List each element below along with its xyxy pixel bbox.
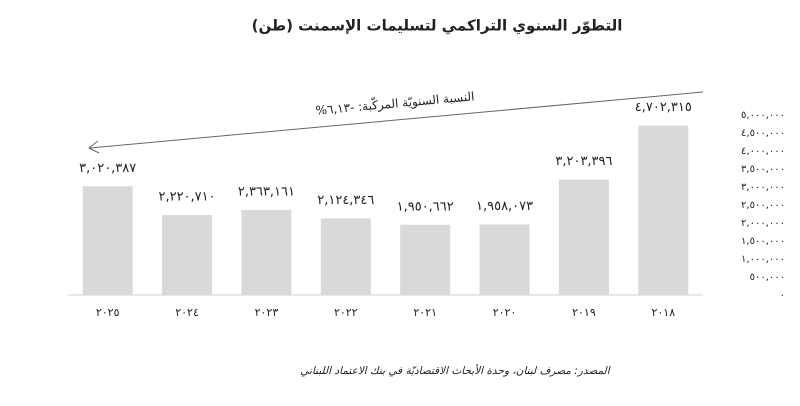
value-label: ٣,٠٢٠,٣٨٧ [79, 161, 136, 176]
x-tick-label: ٢٠٢٤ [175, 306, 199, 319]
arrow-head [88, 140, 100, 154]
bar [320, 218, 371, 295]
x-tick-label: ٢٠٢٣ [255, 306, 279, 319]
y-tick-label: ٢,٠٠٠,٠٠٠ [741, 218, 785, 229]
x-tick-label: ٢٠١٨ [651, 306, 675, 319]
bar [241, 209, 292, 295]
y-tick-label: ٥٠٠,٠٠٠ [750, 272, 785, 283]
value-label: ١,٩٥٠,٦٦٢ [397, 199, 454, 214]
y-tick-label: ٤,٥٠٠,٠٠٠ [741, 128, 785, 139]
value-label: ٣,٢٠٣,٣٩٦ [555, 154, 612, 169]
trend-arrow [89, 91, 704, 149]
y-tick-label: ٢,٥٠٠,٠٠٠ [741, 200, 785, 211]
bar [162, 215, 213, 295]
y-tick-label: ٠ [780, 290, 785, 301]
value-label: ٢,٣٦٣,١٦١ [238, 184, 295, 199]
value-label: ٢,١٢٤,٣٤٦ [317, 193, 374, 208]
value-label: ١,٩٥٨,٠٧٣ [476, 199, 533, 214]
bar [558, 179, 609, 295]
value-label: ٤,٧٠٢,٣١٥ [635, 100, 692, 115]
x-tick-label: ٢٠١٩ [572, 306, 596, 319]
y-tick-label: ١,٠٠٠,٠٠٠ [741, 254, 785, 265]
y-tick-label: ١,٥٠٠,٠٠٠ [741, 236, 785, 247]
value-label: ٢,٢٢٠,٧١٠ [158, 190, 215, 205]
bar [638, 125, 689, 295]
x-tick-label: ٢٠٢٠ [493, 306, 517, 319]
y-tick-label: ٣,٠٠٠,٠٠٠ [741, 182, 785, 193]
y-tick-label: ٤,٠٠٠,٠٠٠ [741, 146, 785, 157]
chart-title: التطوّر السنوي التراكمي لتسليمات الإسمنت… [252, 17, 623, 36]
x-tick-label: ٢٠٢١ [413, 306, 437, 319]
bar [400, 224, 451, 295]
bar [82, 186, 133, 295]
x-tick-label: ٢٠٢٢ [334, 306, 358, 319]
y-tick-label: ٣,٥٠٠,٠٠٠ [741, 164, 785, 175]
x-tick-label: ٢٠٢٥ [96, 306, 120, 319]
cagr-annotation: النسبة السنويّة المركّبة: -٦,١٣% [315, 87, 475, 118]
y-tick-label: ٥,٠٠٠,٠٠٠ [741, 110, 785, 121]
source-note: المصدر: مصرف لبنان، وحدة الأبحاث الاقتصا… [300, 363, 610, 377]
bar [479, 224, 530, 295]
